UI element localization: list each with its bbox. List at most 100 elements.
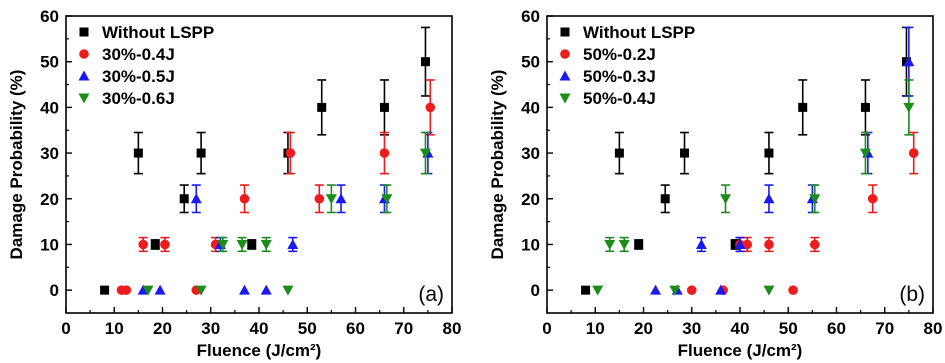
data-point	[425, 102, 436, 113]
data-point	[379, 148, 390, 158]
data-point	[669, 285, 681, 296]
data-point	[379, 102, 389, 112]
chart-panel-b: 0 10 20 30 40 50 60 70 80 0 10 20 30 40 50 60 Fluence (J…	[488, 7, 942, 360]
data-point	[903, 102, 915, 113]
legend-marker	[559, 70, 571, 81]
data-point	[763, 285, 775, 296]
y-tick-label: 20	[40, 190, 59, 209]
x-tick-label: 60	[827, 319, 846, 338]
data-point	[734, 238, 746, 249]
data-point	[798, 102, 808, 112]
x-tick-label: 20	[153, 319, 172, 338]
x-tick-label: 70	[875, 319, 894, 338]
data-point	[419, 148, 431, 159]
data-point	[809, 194, 821, 205]
y-tick-label: 0	[531, 281, 540, 300]
data-point	[788, 285, 798, 295]
x-tick-label: 70	[394, 319, 413, 338]
series-30%-0.4J	[116, 79, 436, 295]
x-tick-label: 30	[682, 319, 701, 338]
data-point	[285, 148, 296, 158]
legend-marker	[559, 93, 571, 104]
x-tick-label: 0	[542, 319, 551, 338]
data-point	[618, 239, 630, 250]
data-point	[287, 238, 299, 249]
x-tick-label: 40	[731, 319, 750, 338]
x-tick-label: 50	[779, 319, 798, 338]
y-tick-label: 10	[40, 235, 59, 254]
y-tick-label: 60	[40, 7, 59, 26]
x-tick-label: 30	[201, 319, 220, 338]
data-point	[247, 239, 257, 249]
y-axis-title: Damage Probability (%)	[488, 70, 507, 260]
y-tick-label: 40	[521, 98, 540, 117]
x-tick-label: 0	[61, 319, 70, 338]
legend-label: 50%-0.2J	[583, 45, 656, 64]
x-tick-label: 60	[346, 319, 365, 338]
y-tick-label: 40	[40, 98, 59, 117]
data-point	[908, 148, 919, 158]
legend-marker	[560, 27, 570, 37]
data-point	[695, 238, 707, 249]
data-point	[730, 239, 740, 249]
legend-marker	[79, 49, 89, 59]
data-point	[154, 284, 166, 295]
data-point	[100, 285, 110, 295]
series-50%-0.4J	[592, 79, 915, 296]
x-tick-label: 10	[105, 319, 124, 338]
data-point	[260, 239, 272, 250]
series-50%-0.3J	[650, 26, 915, 295]
data-point	[137, 284, 149, 295]
data-point	[190, 193, 202, 204]
panel-label: (a)	[418, 283, 444, 306]
legend-marker	[78, 70, 90, 81]
chart-panel-a: 0 10 20 30 40 50 60 70 80 0 10 20 30 40 50 60 Fluence (J…	[7, 7, 461, 360]
legend-label: 50%-0.3J	[583, 67, 656, 86]
legend-label: 30%-0.6J	[102, 89, 175, 108]
x-tick-label: 80	[443, 319, 462, 338]
y-tick-label: 0	[50, 281, 59, 300]
data-point	[121, 285, 132, 295]
legend-marker	[78, 93, 90, 104]
data-point	[179, 194, 189, 204]
y-tick-label: 30	[40, 144, 59, 163]
x-axis-title: Fluence (J/cm²)	[678, 341, 803, 360]
data-point	[581, 285, 591, 295]
data-point	[381, 194, 393, 205]
x-tick-label: 20	[634, 319, 653, 338]
x-tick-label: 10	[586, 319, 605, 338]
data-point	[150, 239, 160, 249]
y-tick-label: 60	[521, 7, 540, 26]
data-point	[196, 148, 206, 158]
data-point	[867, 193, 878, 204]
legend-marker	[560, 49, 570, 59]
data-point	[680, 148, 690, 158]
y-tick-label: 20	[521, 190, 540, 209]
data-point	[420, 57, 430, 67]
data-point	[604, 239, 616, 250]
y-tick-label: 10	[521, 235, 540, 254]
data-point	[592, 285, 604, 296]
y-axis-title: Damage Probability (%)	[7, 70, 26, 260]
data-point	[660, 194, 670, 204]
data-point	[160, 239, 170, 250]
data-point	[236, 239, 248, 250]
data-point	[239, 193, 250, 204]
data-point	[764, 148, 774, 158]
data-point	[282, 285, 294, 296]
data-point	[634, 239, 644, 249]
data-point	[239, 284, 251, 295]
data-point	[133, 148, 143, 158]
legend-label: Without LSPP	[583, 23, 695, 42]
data-point	[764, 239, 774, 250]
data-point	[217, 239, 229, 250]
y-tick-label: 50	[521, 53, 540, 72]
data-point	[325, 194, 337, 205]
series-30%-0.6J	[142, 131, 431, 296]
legend-label: 30%-0.5J	[102, 67, 175, 86]
data-point	[314, 193, 325, 204]
x-axis-title: Fluence (J/cm²)	[197, 341, 322, 360]
data-point	[763, 193, 775, 204]
x-tick-label: 40	[250, 319, 269, 338]
data-point	[650, 284, 662, 295]
